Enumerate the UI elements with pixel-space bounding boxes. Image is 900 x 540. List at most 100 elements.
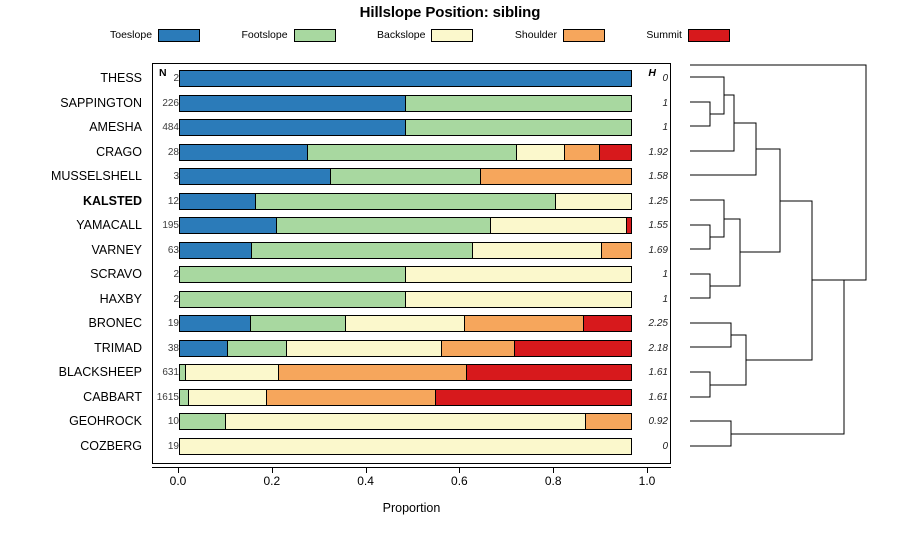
bar-segment-footslope <box>180 267 406 282</box>
x-tick-label: 0.0 <box>169 474 187 488</box>
bar-segment-toeslope <box>180 316 252 331</box>
bar-segment-backslope <box>406 291 631 307</box>
bar-segment-shoulder <box>586 414 632 429</box>
h-column: 0 1 1 1.92 1.58 1.25 1.55 1.69 1 1 2.25 2.18 1.61 1.6… <box>632 67 668 459</box>
bar-segment-backslope <box>517 144 566 160</box>
bar-segment-shoulder <box>278 365 468 380</box>
row-label-sappington: SAPPINGTON <box>60 95 142 110</box>
n-value-bronec: 19 <box>167 318 179 329</box>
legend-item-summit: Summit <box>646 28 730 42</box>
stacked-bar-yamacall <box>179 217 632 234</box>
row-label-cabbart: CABBART <box>83 389 142 404</box>
bar-segment-toeslope <box>180 144 309 160</box>
n-value-trimad: 38 <box>167 342 179 354</box>
row-label-haxby: HAXBY <box>99 291 142 306</box>
bar-segment-footslope <box>406 120 631 135</box>
bar-row-haxby <box>179 288 632 313</box>
dendro-node-sap-ame <box>700 101 711 127</box>
bar-row-bronec <box>179 312 632 337</box>
h-value-musselshell: 1.58 <box>648 171 668 182</box>
row-label-geohrock: GEOHROCK <box>69 414 142 428</box>
row-label-column: THESS SAPPINGTON AMESHA CRAGO MUSSELSHELL KAL… <box>0 66 148 458</box>
n-value-scravo: 2 <box>173 269 179 280</box>
h-value-kalsted: 1.25 <box>648 195 668 207</box>
bar-segment-footslope <box>406 95 631 111</box>
x-tick <box>553 467 555 473</box>
n-column-header: N <box>159 67 167 79</box>
dendro-node-bla-cab <box>700 371 711 398</box>
legend-item-shoulder: Shoulder <box>514 28 605 42</box>
row-label-yamacall: YAMACALL <box>76 218 142 232</box>
legend-swatch-toeslope <box>158 28 201 42</box>
bar-segment-backslope <box>491 218 627 233</box>
legend-label: Summit <box>646 29 682 41</box>
n-value-cabbart: 1615 <box>156 391 179 403</box>
bar-segment-summit <box>467 365 631 380</box>
bar-row-musselshell <box>179 165 632 190</box>
bar-segment-footslope <box>277 218 492 233</box>
h-value-cozberg: 0 <box>662 440 668 452</box>
row-label-musselshell: MUSSELSHELL <box>50 169 142 183</box>
x-tick-label: 0.4 <box>357 474 374 488</box>
bar-segment-toeslope <box>180 193 256 209</box>
bar-segment-toeslope <box>180 169 331 184</box>
x-tick <box>271 467 273 473</box>
legend-label: Shoulder <box>514 29 557 41</box>
stacked-bar-varney <box>179 241 632 259</box>
dendro-node-upper-cluster <box>740 148 781 253</box>
n-value-varney: 63 <box>167 244 179 256</box>
bar-segment-backslope <box>406 267 631 282</box>
bar-segment-toeslope <box>180 120 406 135</box>
dendro-node-yam-var <box>700 224 711 250</box>
n-value-geohrock: 10 <box>167 416 179 427</box>
n-value-kalsted: 12 <box>167 195 179 207</box>
legend-swatch-backslope <box>431 28 474 42</box>
n-value-crago: 28 <box>167 146 179 158</box>
dendro-node-de-cluster <box>710 334 747 386</box>
x-axis-line <box>152 467 671 468</box>
h-value-sappington: 1 <box>662 97 668 109</box>
bar-segment-summit <box>599 144 632 160</box>
h-value-trimad: 2.18 <box>648 342 668 354</box>
stacked-bar-crago <box>179 143 632 161</box>
n-value-musselshell: 3 <box>173 171 179 182</box>
stacked-bar-thess <box>179 70 632 87</box>
bar-segment-footslope <box>180 291 406 307</box>
dendro-node-crago-cluster <box>716 94 735 152</box>
x-tick <box>459 467 461 473</box>
bar-segment-footslope <box>251 242 474 258</box>
n-value-blacksheep: 631 <box>162 367 179 378</box>
bar-segment-footslope <box>180 414 226 429</box>
bar-row-yamacall <box>179 214 632 239</box>
stacked-bar-blacksheep <box>179 364 632 381</box>
bar-segment-backslope <box>346 316 465 331</box>
dendro-node-mid-cluster <box>746 200 813 361</box>
dendro-node-bro-tri <box>711 322 732 348</box>
bar-segment-footslope <box>180 389 190 405</box>
h-value-geohrock: 0.92 <box>648 416 668 427</box>
dendro-node-kalsted-cluster <box>700 199 725 238</box>
bar-segment-shoulder <box>481 169 631 184</box>
legend-label: Toeslope <box>110 29 153 41</box>
legend-swatch-summit <box>687 28 730 42</box>
bar-row-sappington <box>179 92 632 117</box>
bar-row-cabbart <box>179 386 632 411</box>
h-value-bronec: 2.25 <box>648 318 668 329</box>
h-value-amesha: 1 <box>662 122 668 133</box>
h-column-header: H <box>648 67 656 79</box>
dendro-node-root-inner <box>731 279 845 435</box>
bar-segment-shoulder <box>565 144 600 160</box>
row-label-thess: THESS <box>100 71 142 85</box>
page-title: Hillslope Position: sibling <box>359 4 541 21</box>
bar-row-amesha <box>179 116 632 141</box>
bar-segment-footslope <box>308 144 518 160</box>
bar-segment-backslope <box>287 340 443 356</box>
row-label-cozberg: COZBERG <box>80 438 142 453</box>
stacked-bar-sappington <box>179 94 632 112</box>
dendro-node-bc-cluster <box>710 218 741 287</box>
n-column: 2 226 484 28 3 12 195 63 2 2 19 38 631 1615 10 19 <box>153 67 179 459</box>
bar-row-crago <box>179 141 632 166</box>
legend-label: Footslope <box>241 29 288 41</box>
row-label-blacksheep: BLACKSHEEP <box>58 365 142 379</box>
h-value-thess: 0 <box>662 73 668 84</box>
